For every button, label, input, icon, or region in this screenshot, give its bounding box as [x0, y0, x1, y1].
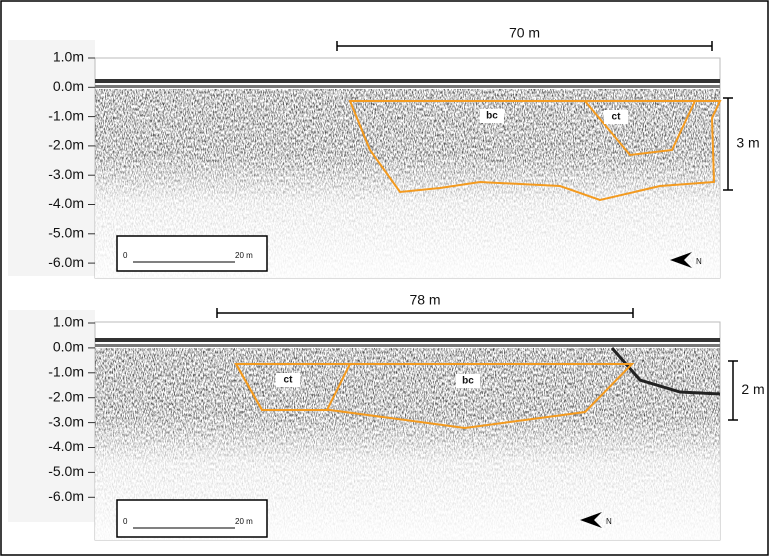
- north-label: N: [606, 517, 612, 526]
- span-label: 78 m: [409, 292, 440, 308]
- unit-label: ct: [284, 375, 294, 386]
- scale-end: 20 m: [235, 517, 253, 526]
- depth-label: -1.0m: [48, 364, 84, 380]
- surface-band: [95, 85, 720, 88]
- depth-label: -1.0m: [48, 107, 84, 123]
- unit-label: bc: [486, 111, 498, 122]
- depth-label: 1.0m: [53, 314, 84, 330]
- scale-start: 0: [123, 251, 128, 260]
- surface-band: [95, 338, 720, 342]
- depth-label: -3.0m: [48, 166, 84, 182]
- surface-band: [95, 79, 720, 83]
- span-label: 70 m: [509, 25, 540, 41]
- depth-label: -4.0m: [48, 195, 84, 211]
- scale-end: 20 m: [235, 251, 253, 260]
- depth-label: -4.0m: [48, 438, 84, 454]
- unit-label: bc: [462, 376, 474, 387]
- depth-label: -2.0m: [48, 137, 84, 153]
- depth-label: -5.0m: [48, 463, 84, 479]
- depth-label: -3.0m: [48, 413, 84, 429]
- unit-label: ct: [612, 112, 622, 123]
- depth-label: -2.0m: [48, 388, 84, 404]
- depth-label: 1.0m: [53, 49, 84, 65]
- north-label: N: [696, 257, 702, 266]
- depth-label: 0.0m: [53, 339, 84, 355]
- axis-strip: [8, 40, 95, 276]
- page: {"panels": [ {"depth_labels": ["1.0m", "…: [0, 0, 769, 556]
- scale-start: 0: [123, 517, 128, 526]
- depth-label: -5.0m: [48, 225, 84, 241]
- vertical-label: 2 m: [741, 381, 764, 397]
- depth-label: -6.0m: [48, 488, 84, 504]
- surface-band: [95, 344, 720, 347]
- depth-label: -6.0m: [48, 254, 84, 270]
- vertical-label: 3 m: [736, 135, 759, 151]
- depth-label: 0.0m: [53, 78, 84, 94]
- figure: 1.0m 0.0m -1.0m -2.0m -3.0m -4.0m -5.0m -6.0m 70…: [0, 0, 769, 556]
